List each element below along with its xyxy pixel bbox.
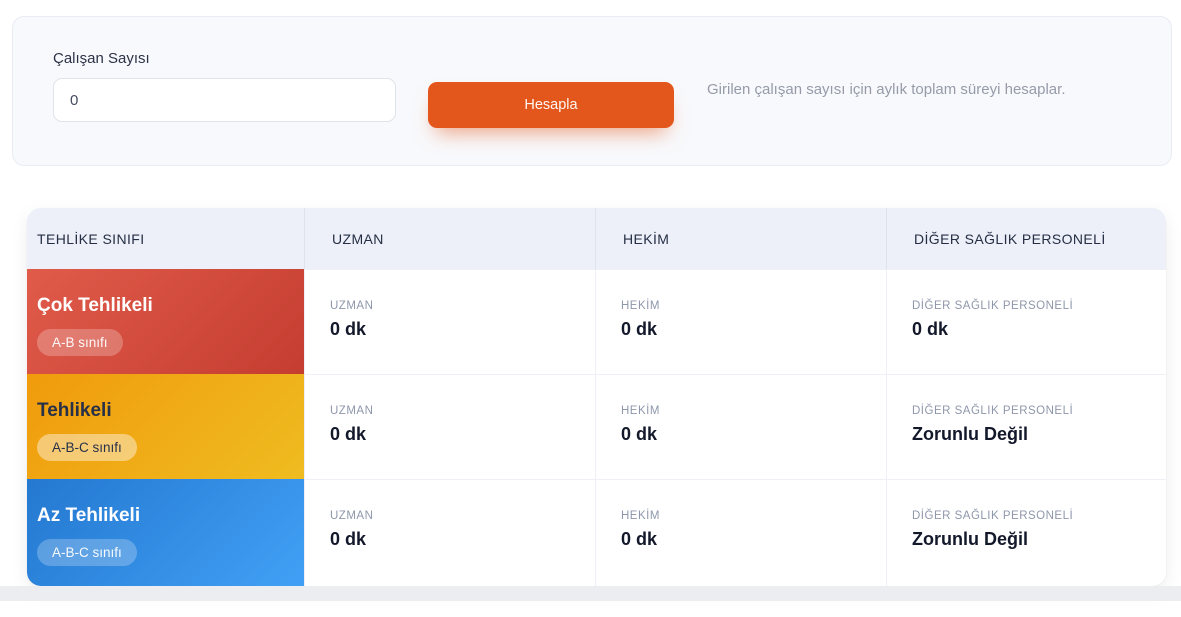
cell-label: HEKİM bbox=[621, 405, 660, 417]
cell-label: DİĞER SAĞLIK PERSONELİ bbox=[912, 300, 1074, 312]
cell-value: 0 dk bbox=[330, 424, 367, 444]
hazard-class-cell-dangerous: Tehlikeli A-B-C sınıfı bbox=[27, 374, 304, 479]
cell-value: 0 dk bbox=[621, 529, 658, 549]
table-cell: HEKİM 0 dk bbox=[595, 479, 886, 586]
table-cell: UZMAN 0 dk bbox=[304, 374, 595, 479]
cell-label: HEKİM bbox=[621, 300, 660, 312]
table-cell: HEKİM 0 dk bbox=[595, 269, 886, 374]
table-cell: DİĞER SAĞLIK PERSONELİ 0 dk bbox=[886, 269, 1166, 374]
employee-count-label: Çalışan Sayısı bbox=[53, 50, 150, 67]
page-bottom-background bbox=[0, 586, 1181, 601]
table-cell: UZMAN 0 dk bbox=[304, 269, 595, 374]
table-cell: UZMAN 0 dk bbox=[304, 479, 595, 586]
calculator-description: Girilen çalışan sayısı için aylık toplam… bbox=[707, 81, 1066, 98]
column-header-physician: HEKİM bbox=[595, 208, 886, 269]
table-cell: DİĞER SAĞLIK PERSONELİ Zorunlu Değil bbox=[886, 374, 1166, 479]
hazard-table: TEHLİKE SINIFI UZMAN HEKİM DİĞER SAĞLIK … bbox=[27, 208, 1166, 586]
calculate-button[interactable]: Hesapla bbox=[428, 82, 674, 128]
table-cell: HEKİM 0 dk bbox=[595, 374, 886, 479]
cell-value: 0 dk bbox=[621, 319, 658, 339]
hazard-class-title: Az Tehlikeli bbox=[37, 505, 141, 526]
hazard-class-badge: A-B-C sınıfı bbox=[37, 539, 137, 566]
employee-count-input[interactable] bbox=[53, 78, 396, 122]
cell-value: Zorunlu Değil bbox=[912, 529, 1028, 549]
calculator-panel: Çalışan Sayısı Hesapla Girilen çalışan s… bbox=[12, 16, 1172, 166]
cell-value: 0 dk bbox=[621, 424, 658, 444]
hazard-class-title: Çok Tehlikeli bbox=[37, 295, 153, 316]
cell-value: 0 dk bbox=[330, 319, 367, 339]
cell-value: 0 dk bbox=[330, 529, 367, 549]
cell-value: Zorunlu Değil bbox=[912, 424, 1028, 444]
hazard-class-cell-very-dangerous: Çok Tehlikeli A-B sınıfı bbox=[27, 269, 304, 374]
hazard-class-title: Tehlikeli bbox=[37, 400, 112, 421]
column-header-hazard-class: TEHLİKE SINIFI bbox=[27, 208, 304, 269]
hazard-class-badge: A-B-C sınıfı bbox=[37, 434, 137, 461]
cell-label: UZMAN bbox=[330, 405, 374, 417]
hazard-class-cell-less-dangerous: Az Tehlikeli A-B-C sınıfı bbox=[27, 479, 304, 586]
cell-label: DİĞER SAĞLIK PERSONELİ bbox=[912, 510, 1074, 522]
cell-label: HEKİM bbox=[621, 510, 660, 522]
calculator-row: Hesapla Girilen çalışan sayısı için aylı… bbox=[53, 78, 1143, 128]
cell-label: UZMAN bbox=[330, 300, 374, 312]
column-header-expert: UZMAN bbox=[304, 208, 595, 269]
cell-label: DİĞER SAĞLIK PERSONELİ bbox=[912, 405, 1074, 417]
cell-label: UZMAN bbox=[330, 510, 374, 522]
table-cell: DİĞER SAĞLIK PERSONELİ Zorunlu Değil bbox=[886, 479, 1166, 586]
cell-value: 0 dk bbox=[912, 319, 949, 339]
column-header-other-health-staff: DİĞER SAĞLIK PERSONELİ bbox=[886, 208, 1166, 269]
hazard-class-badge: A-B sınıfı bbox=[37, 329, 123, 356]
